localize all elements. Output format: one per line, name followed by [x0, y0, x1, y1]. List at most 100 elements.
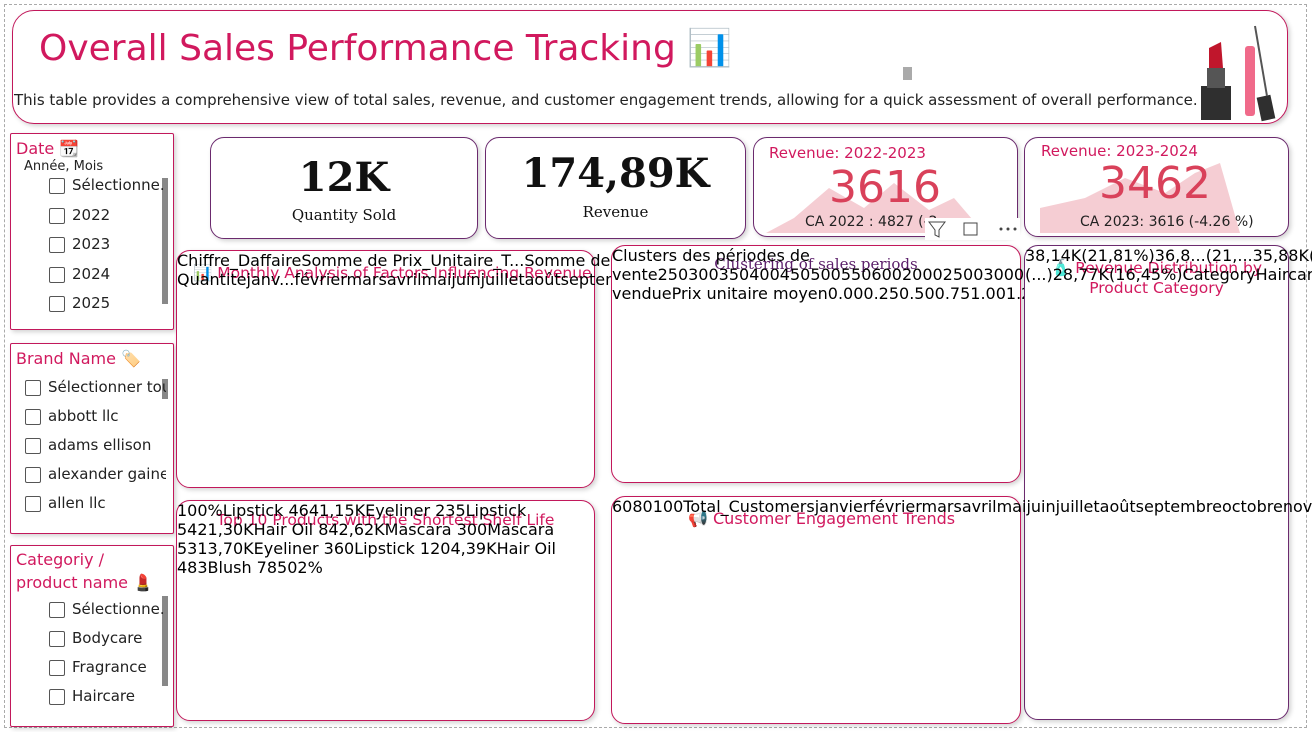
- card-sparkline: [1040, 163, 1240, 233]
- resize-handle: [903, 67, 912, 80]
- slicer-item[interactable]: alexander gaines: [48, 465, 166, 483]
- chart-title: 📢 Customer Engagement Trends: [688, 509, 956, 528]
- checkbox[interactable]: [49, 631, 65, 647]
- card-comparison: CA 2023: 3616 (-4.26 %): [1080, 214, 1254, 230]
- pie-panel: 🧴 Revenue Distribution by Product Catego…: [1024, 245, 1312, 720]
- checkbox[interactable]: [49, 207, 65, 224]
- pie-percent-label: (16,45%): [1109, 265, 1183, 284]
- legend-label: Somme de Quantite: [177, 251, 611, 289]
- filter-icon[interactable]: [928, 221, 946, 238]
- visual-toolbar[interactable]: [925, 218, 1020, 240]
- pie-value-label: 38,14K: [1025, 246, 1082, 265]
- slicer-item[interactable]: 2025: [72, 294, 111, 312]
- x-tick-label: mai: [996, 497, 1027, 516]
- revenue-card: Revenue: 2023-2024 3462 CA 2023: 3616 (-…: [1024, 137, 1289, 237]
- slicer-title: Categoriy / product name 💄: [16, 550, 154, 592]
- checkbox[interactable]: [25, 438, 41, 454]
- scatter-panel: Clustering of sales periods Clusters des…: [611, 245, 1216, 483]
- funnel-category: Lipstick 120: [354, 539, 451, 558]
- chart-title: 🧴 Revenue Distribution by Product Catego…: [1050, 259, 1263, 297]
- y-tick-label: 80: [632, 497, 653, 516]
- kpi-label: Revenue: [582, 203, 649, 221]
- slicer-item[interactable]: Bodycare: [72, 629, 143, 647]
- funnel-category: Hair Oil 84: [253, 520, 339, 539]
- x-tick-label: 300: [688, 265, 719, 284]
- x-tick-label: 250: [657, 265, 689, 284]
- chart-svg: 38,14K(21,81%)36,8...(21,...35,88K(20,51…: [1025, 246, 1312, 284]
- x-tick-label: juin: [451, 270, 481, 289]
- checkbox[interactable]: [25, 409, 41, 425]
- slicer-item[interactable]: allen llc: [48, 494, 106, 512]
- brand-slicer: Brand Name 🏷️ Sélectionner tou abbott llc…: [10, 343, 174, 534]
- x-tick-label: mai: [421, 270, 452, 289]
- pie-value-label: 36,8...: [1154, 246, 1206, 265]
- colorbar-tick-label: 0.25: [863, 284, 900, 303]
- checkbox[interactable]: [49, 178, 65, 194]
- date-slicer: Date 📆 Année, Mois Sélectionne... 2022 202…: [10, 133, 174, 330]
- checkbox[interactable]: [25, 380, 41, 396]
- scrollbar[interactable]: [162, 379, 168, 399]
- y-tick-label: 60: [612, 497, 633, 516]
- slicer-item[interactable]: 2023: [72, 235, 111, 253]
- canvas-frame: [4, 4, 1307, 728]
- funnel-category: Eyeliner 360: [253, 539, 355, 558]
- x-tick-label: 400: [749, 265, 780, 284]
- funnel-category: Lipstick 464: [222, 501, 320, 520]
- funnel-bottom-label: 502%: [277, 558, 323, 577]
- funnel-category: Mascara 531: [177, 520, 555, 558]
- pie-percent-label: (20,51%): [1309, 246, 1312, 265]
- slicer-item[interactable]: 2022: [72, 205, 111, 224]
- slicer-item[interactable]: Sélectionner tou: [48, 378, 166, 396]
- slicer-item[interactable]: adams ellison: [48, 436, 152, 454]
- chart-svg: 6080100Total_Customersjanvierfévriermars…: [612, 497, 1312, 516]
- monthly-line-chart: 📊 Monthly Analysis of Factors Influencin…: [176, 250, 906, 488]
- pie-percent-label: (21,...: [1205, 246, 1253, 265]
- checkbox[interactable]: [25, 496, 41, 512]
- card-value: 3462: [1099, 158, 1211, 209]
- x-tick-label: 450: [779, 265, 811, 284]
- slicer-item[interactable]: Sélectionne...: [72, 600, 166, 618]
- checkbox[interactable]: [49, 602, 65, 618]
- page-title: Overall Sales Performance Tracking 📊: [39, 28, 733, 69]
- kpi-value: 12K: [298, 154, 390, 201]
- x-tick-label: juin: [1026, 497, 1056, 516]
- legend-label: Chiffre_Daffaire: [177, 251, 302, 270]
- x-tick-label: juillet: [480, 270, 525, 289]
- checkbox[interactable]: [49, 296, 65, 312]
- focus-icon[interactable]: [963, 222, 978, 236]
- slicer-item[interactable]: Fragrance: [72, 658, 147, 676]
- slicer-item[interactable]: abbott llc: [48, 407, 119, 425]
- slicer-item[interactable]: 2024: [72, 264, 111, 283]
- scrollbar[interactable]: [162, 178, 168, 304]
- funnel-value-label: 4,39K: [450, 539, 497, 558]
- checkbox[interactable]: [25, 467, 41, 483]
- checkbox[interactable]: [49, 660, 65, 676]
- legend-label[interactable]: Haircare: [1255, 265, 1312, 284]
- slicer-item[interactable]: Sélectionne...: [72, 176, 166, 194]
- slicer-title: Date 📆: [16, 139, 80, 158]
- revenue-card: Revenue: 2022-2023 3616 CA 2022 : 4827 (…: [753, 137, 1018, 237]
- card-value: 3616: [829, 162, 941, 213]
- x-tick-label: avril: [386, 270, 422, 289]
- x-tick-label: janvier: [814, 497, 870, 516]
- header: Overall Sales Performance Tracking 📊 Thi…: [12, 10, 1288, 124]
- kpi-card: 174,89K Revenue: [485, 137, 746, 239]
- checkbox[interactable]: [49, 237, 65, 253]
- card-comparison: CA 2022 : 4827 (-2: [805, 214, 938, 230]
- scrollbar[interactable]: [162, 596, 168, 686]
- chart-title: Top 10 Products with the Shortest Shelf …: [216, 511, 555, 529]
- colorbar-tick-label: 0.00: [827, 284, 864, 303]
- funnel-category: Hair Oil 483: [177, 539, 556, 577]
- kpi-label: Quantity Sold: [291, 206, 397, 224]
- funnel-top-label: 100%: [177, 501, 223, 520]
- pie-percent-label: (21,81%): [1081, 246, 1155, 265]
- slicer-hierarchy: Année, Mois: [24, 159, 104, 174]
- checkbox[interactable]: [49, 266, 65, 283]
- checkbox[interactable]: [49, 689, 65, 705]
- slicer-item[interactable]: Haircare: [72, 687, 135, 705]
- plot-title: Clusters des périodes de vente: [612, 246, 810, 284]
- x-tick-label: février: [869, 497, 922, 516]
- funnel-category: Eyeliner 235: [365, 501, 466, 520]
- x-tick-label: février: [294, 270, 347, 289]
